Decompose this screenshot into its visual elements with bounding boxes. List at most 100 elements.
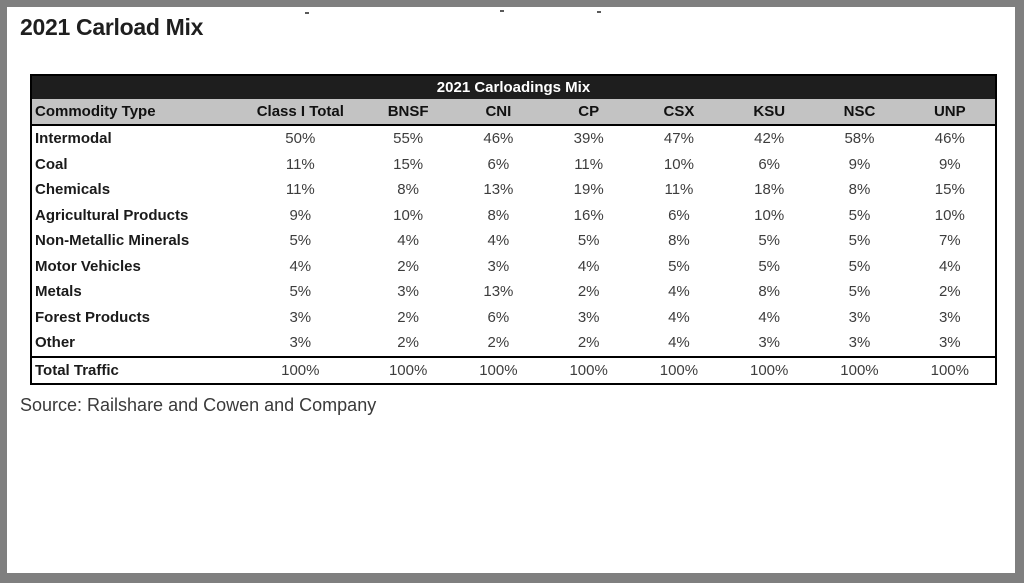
cell-agricultural-products-ksu: 10%	[724, 202, 815, 228]
cell-total-nsc: 100%	[814, 355, 905, 383]
cell-motor-vehicles-unp: 4%	[904, 253, 995, 279]
cell-non-metallic-minerals-csx: 8%	[633, 228, 725, 254]
cell-motor-vehicles-csx: 5%	[633, 253, 725, 279]
table-body: Intermodal 50% 55% 46% 39% 47% 42% 58% 46% Coal 11…	[32, 125, 995, 357]
cell-forest-products-cp: 3%	[543, 304, 634, 330]
col-header-commodity-type: Commodity Type	[32, 99, 238, 126]
cell-other-cp: 2%	[543, 330, 634, 357]
row-label: Non-Metallic Minerals	[32, 228, 238, 254]
header-row: Commodity Type Class I Total BNSF CNI CP CSX K…	[32, 99, 995, 126]
cell-motor-vehicles-ksu: 5%	[724, 253, 815, 279]
cell-intermodal-csx: 47%	[633, 125, 725, 152]
cell-coal-ksu: 6%	[724, 151, 815, 177]
table-row-motor-vehicles: Motor Vehicles 4% 2% 3% 4% 5% 5% 5% 4%	[32, 253, 995, 279]
total-row-label: Total Traffic	[32, 355, 238, 383]
cell-chemicals-ksu: 18%	[724, 177, 815, 203]
cell-metals-bnsf: 3%	[363, 279, 454, 305]
page-title: 2021 Carload Mix	[20, 14, 204, 40]
cell-chemicals-class-i-total: 11%	[237, 177, 363, 203]
cell-intermodal-nsc: 58%	[814, 125, 905, 152]
cell-metals-class-i-total: 5%	[237, 279, 363, 305]
cell-intermodal-class-i-total: 50%	[237, 125, 363, 152]
cell-agricultural-products-cni: 8%	[453, 202, 544, 228]
cell-motor-vehicles-cni: 3%	[453, 253, 544, 279]
cell-total-cp: 100%	[543, 355, 634, 383]
cell-motor-vehicles-nsc: 5%	[814, 253, 905, 279]
cell-intermodal-bnsf: 55%	[363, 125, 454, 152]
cell-other-unp: 3%	[904, 330, 995, 357]
row-label: Motor Vehicles	[32, 253, 238, 279]
cell-chemicals-unp: 15%	[904, 177, 995, 203]
cell-non-metallic-minerals-cp: 5%	[543, 228, 634, 254]
col-header-cni: CNI	[453, 99, 544, 126]
cell-coal-unp: 9%	[904, 151, 995, 177]
cell-chemicals-cp: 19%	[543, 177, 634, 203]
col-header-csx: CSX	[633, 99, 725, 126]
cell-forest-products-class-i-total: 3%	[237, 304, 363, 330]
carloadings-data-grid: Commodity Type Class I Total BNSF CNI CP CSX K…	[32, 99, 995, 383]
carloadings-table: 2021 Carloadings Mix Commodity Type Class…	[30, 74, 997, 385]
cell-coal-bnsf: 15%	[363, 151, 454, 177]
cell-metals-ksu: 8%	[724, 279, 815, 305]
cell-intermodal-cni: 46%	[453, 125, 544, 152]
cell-chemicals-nsc: 8%	[814, 177, 905, 203]
cell-non-metallic-minerals-class-i-total: 5%	[237, 228, 363, 254]
table-title: 2021 Carloadings Mix	[32, 76, 995, 99]
cell-intermodal-ksu: 42%	[724, 125, 815, 152]
cell-agricultural-products-class-i-total: 9%	[237, 202, 363, 228]
table-row-intermodal: Intermodal 50% 55% 46% 39% 47% 42% 58% 46%	[32, 125, 995, 152]
col-header-unp: UNP	[904, 99, 995, 126]
cell-metals-cni: 13%	[453, 279, 544, 305]
cell-non-metallic-minerals-nsc: 5%	[814, 228, 905, 254]
table-row-metals: Metals 5% 3% 13% 2% 4% 8% 5% 2%	[32, 279, 995, 305]
cell-intermodal-cp: 39%	[543, 125, 634, 152]
cell-metals-csx: 4%	[633, 279, 725, 305]
cell-total-class-i-total: 100%	[237, 355, 363, 383]
cell-agricultural-products-unp: 10%	[904, 202, 995, 228]
cell-agricultural-products-bnsf: 10%	[363, 202, 454, 228]
cell-other-bnsf: 2%	[363, 330, 454, 357]
col-header-bnsf: BNSF	[363, 99, 454, 126]
row-label: Intermodal	[32, 125, 238, 152]
cell-total-bnsf: 100%	[363, 355, 454, 383]
col-header-class-i-total: Class I Total	[237, 99, 363, 126]
cell-chemicals-bnsf: 8%	[363, 177, 454, 203]
cell-other-nsc: 3%	[814, 330, 905, 357]
source-note: Source: Railshare and Cowen and Company	[20, 395, 377, 415]
cell-forest-products-csx: 4%	[633, 304, 725, 330]
clipped-text-artifact	[305, 12, 309, 14]
col-header-cp: CP	[543, 99, 634, 126]
row-label: Metals	[32, 279, 238, 305]
row-label: Chemicals	[32, 177, 238, 203]
cell-total-csx: 100%	[633, 355, 725, 383]
table-row-non-metallic-minerals: Non-Metallic Minerals 5% 4% 4% 5% 8% 5% 5% 7%	[32, 228, 995, 254]
col-header-ksu: KSU	[724, 99, 815, 126]
cell-coal-cni: 6%	[453, 151, 544, 177]
cell-motor-vehicles-cp: 4%	[543, 253, 634, 279]
cell-non-metallic-minerals-cni: 4%	[453, 228, 544, 254]
cell-metals-cp: 2%	[543, 279, 634, 305]
cell-coal-csx: 10%	[633, 151, 725, 177]
cell-intermodal-unp: 46%	[904, 125, 995, 152]
cell-other-cni: 2%	[453, 330, 544, 357]
table-row-forest-products: Forest Products 3% 2% 6% 3% 4% 4% 3% 3%	[32, 304, 995, 330]
table-row-agricultural-products: Agricultural Products 9% 10% 8% 16% 6% 10% 5% 10…	[32, 202, 995, 228]
table-row-other: Other 3% 2% 2% 2% 4% 3% 3% 3%	[32, 330, 995, 357]
row-label: Coal	[32, 151, 238, 177]
cell-forest-products-bnsf: 2%	[363, 304, 454, 330]
cell-total-cni: 100%	[453, 355, 544, 383]
cell-metals-nsc: 5%	[814, 279, 905, 305]
total-row: Total Traffic 100% 100% 100% 100% 100% 100% 100…	[32, 355, 995, 383]
row-label: Other	[32, 330, 238, 357]
cell-coal-nsc: 9%	[814, 151, 905, 177]
row-label: Agricultural Products	[32, 202, 238, 228]
cell-total-unp: 100%	[904, 355, 995, 383]
cell-coal-cp: 11%	[543, 151, 634, 177]
cell-non-metallic-minerals-bnsf: 4%	[363, 228, 454, 254]
table-row-coal: Coal 11% 15% 6% 11% 10% 6% 9% 9%	[32, 151, 995, 177]
cell-non-metallic-minerals-unp: 7%	[904, 228, 995, 254]
cell-other-ksu: 3%	[724, 330, 815, 357]
cell-agricultural-products-cp: 16%	[543, 202, 634, 228]
row-label: Forest Products	[32, 304, 238, 330]
cell-motor-vehicles-class-i-total: 4%	[237, 253, 363, 279]
